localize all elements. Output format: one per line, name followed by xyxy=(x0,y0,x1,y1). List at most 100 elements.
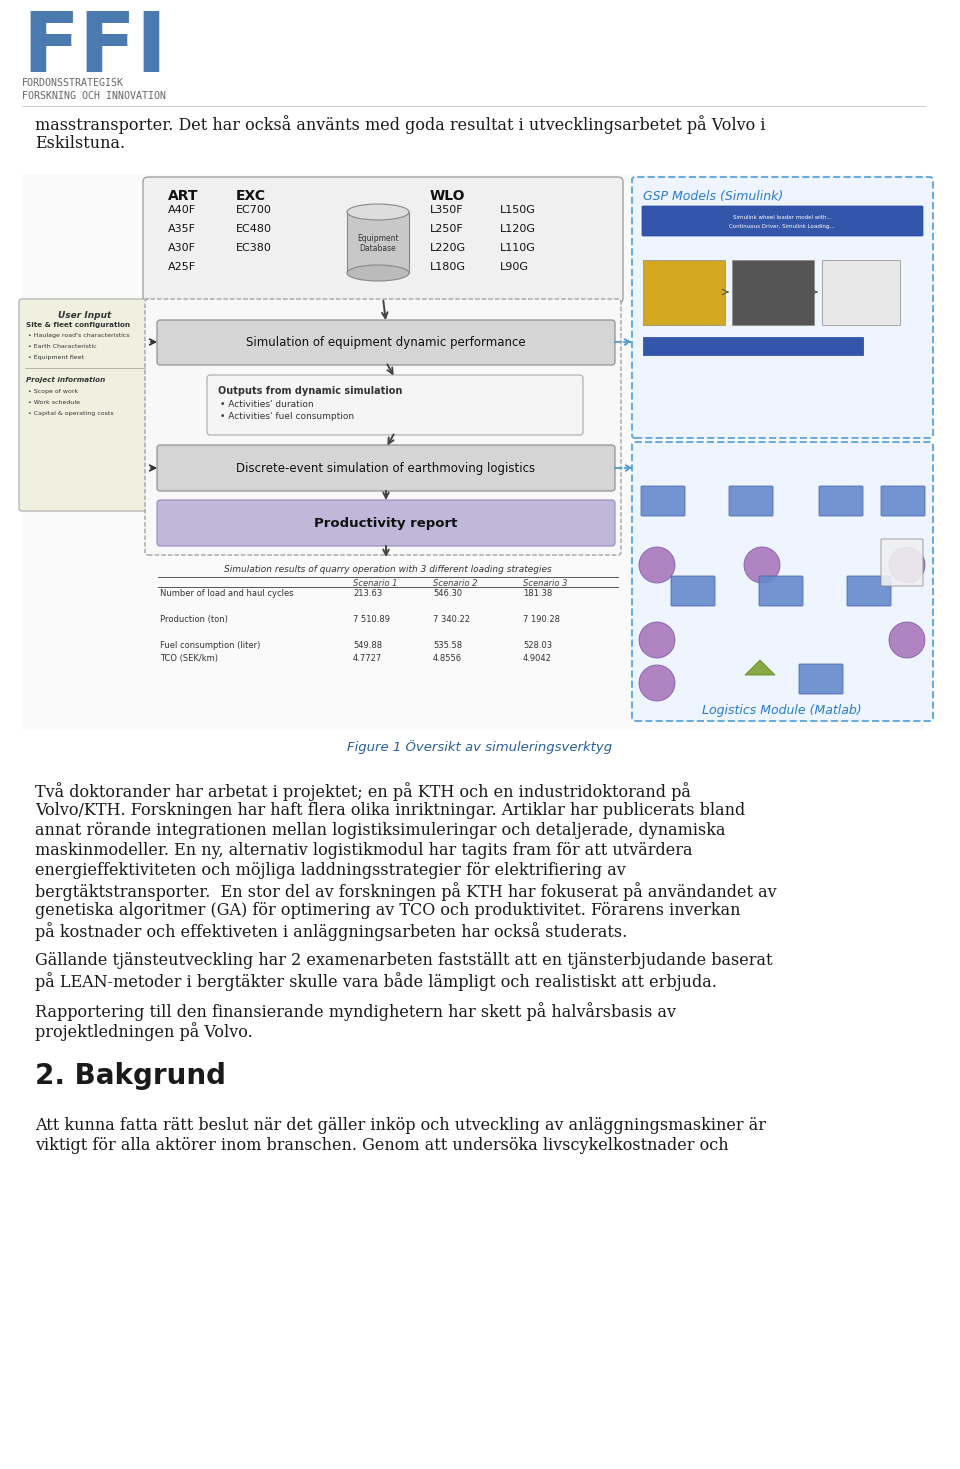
FancyBboxPatch shape xyxy=(632,442,933,721)
Text: Gällande tjänsteutveckling har 2 examenarbeten fastställt att en tjänsterbjudand: Gällande tjänsteutveckling har 2 examena… xyxy=(35,952,773,970)
Circle shape xyxy=(639,621,675,658)
Text: Simulation results of quarry operation with 3 different loading strategies: Simulation results of quarry operation w… xyxy=(224,566,552,574)
Text: 7 340.22: 7 340.22 xyxy=(433,616,470,624)
Text: Equipment: Equipment xyxy=(357,234,398,242)
FancyBboxPatch shape xyxy=(671,576,715,607)
Text: 4.7727: 4.7727 xyxy=(353,654,382,663)
FancyBboxPatch shape xyxy=(632,176,933,438)
Circle shape xyxy=(744,546,780,583)
FancyBboxPatch shape xyxy=(157,445,615,491)
FancyBboxPatch shape xyxy=(157,320,615,364)
Text: • Haulage road's characteristics: • Haulage road's characteristics xyxy=(28,333,130,338)
FancyBboxPatch shape xyxy=(819,486,863,516)
Text: Två doktorander har arbetat i projektet; en på KTH och en industridoktorand på: Två doktorander har arbetat i projektet;… xyxy=(35,782,691,801)
Text: projektledningen på Volvo.: projektledningen på Volvo. xyxy=(35,1022,252,1042)
Text: 7 190.28: 7 190.28 xyxy=(523,616,560,624)
Text: Simulation of equipment dynamic performance: Simulation of equipment dynamic performa… xyxy=(246,335,526,348)
Text: 528.03: 528.03 xyxy=(523,640,552,649)
Text: • Activities' fuel consumption: • Activities' fuel consumption xyxy=(220,411,354,422)
Text: masstransporter. Det har också använts med goda resultat i utvecklingsarbetet på: masstransporter. Det har också använts m… xyxy=(35,115,765,134)
Text: Number of load and haul cycles: Number of load and haul cycles xyxy=(160,589,294,598)
Text: A25F: A25F xyxy=(168,261,196,272)
Text: Eskilstuna.: Eskilstuna. xyxy=(35,135,125,151)
Text: genetiska algoritmer (GA) för optimering av TCO och produktivitet. Förarens inve: genetiska algoritmer (GA) för optimering… xyxy=(35,902,740,920)
Text: EC480: EC480 xyxy=(236,223,272,234)
Text: L120G: L120G xyxy=(500,223,536,234)
Text: A35F: A35F xyxy=(168,223,196,234)
Text: Discrete-event simulation of earthmoving logistics: Discrete-event simulation of earthmoving… xyxy=(236,461,536,474)
Text: • Activities' duration: • Activities' duration xyxy=(220,400,314,408)
Text: Fuel consumption (liter): Fuel consumption (liter) xyxy=(160,640,260,649)
Text: A30F: A30F xyxy=(168,242,196,253)
Text: • Capital & operating costs: • Capital & operating costs xyxy=(28,411,113,416)
Text: 181.38: 181.38 xyxy=(523,589,552,598)
Bar xyxy=(732,260,814,325)
Text: Scenario 2: Scenario 2 xyxy=(433,579,477,588)
Text: bergtäktstransporter.  En stor del av forskningen på KTH har fokuserat på använd: bergtäktstransporter. En stor del av for… xyxy=(35,881,777,900)
Text: Continuous Driver, Simulink Loading...: Continuous Driver, Simulink Loading... xyxy=(730,223,835,229)
Text: User Input: User Input xyxy=(59,311,111,320)
Text: ART: ART xyxy=(168,190,199,203)
Text: • Work schedule: • Work schedule xyxy=(28,400,80,405)
Text: Volvo/KTH. Forskningen har haft flera olika inriktningar. Artiklar har publicera: Volvo/KTH. Forskningen har haft flera ol… xyxy=(35,802,745,820)
Text: 535.58: 535.58 xyxy=(433,640,462,649)
Text: Rapportering till den finansierande myndighetern har skett på halvårsbasis av: Rapportering till den finansierande mynd… xyxy=(35,1002,676,1021)
Text: viktigt för alla aktörer inom branschen. Genom att undersöka livscykelkostnader : viktigt för alla aktörer inom branschen.… xyxy=(35,1137,729,1155)
Text: • Earth Characteristic: • Earth Characteristic xyxy=(28,344,97,350)
Polygon shape xyxy=(745,660,775,674)
Text: Figure 1 Översikt av simuleringsverktyg: Figure 1 Översikt av simuleringsverktyg xyxy=(348,740,612,754)
Text: EC700: EC700 xyxy=(236,206,272,214)
Text: 4.9042: 4.9042 xyxy=(523,654,552,663)
Text: Outputs from dynamic simulation: Outputs from dynamic simulation xyxy=(218,386,402,397)
Text: L220G: L220G xyxy=(430,242,467,253)
Text: Logistics Module (Matlab): Logistics Module (Matlab) xyxy=(702,704,862,717)
Text: L90G: L90G xyxy=(500,261,529,272)
Text: TCO (SEK/km): TCO (SEK/km) xyxy=(160,654,218,663)
FancyBboxPatch shape xyxy=(881,539,923,586)
Text: på LEAN-metoder i bergtäkter skulle vara både lämpligt och realistiskt att erbju: på LEAN-metoder i bergtäkter skulle vara… xyxy=(35,972,717,992)
FancyBboxPatch shape xyxy=(643,336,863,355)
FancyBboxPatch shape xyxy=(22,175,925,730)
FancyBboxPatch shape xyxy=(847,576,891,607)
Text: Att kunna fatta rätt beslut när det gäller inköp och utveckling av anläggningsma: Att kunna fatta rätt beslut när det gäll… xyxy=(35,1116,766,1134)
Text: på kostnader och effektiveten i anläggningsarbeten har också studerats.: på kostnader och effektiveten i anläggni… xyxy=(35,923,627,942)
FancyBboxPatch shape xyxy=(642,206,923,237)
Text: L350F: L350F xyxy=(430,206,464,214)
Text: maskinmodeller. En ny, alternativ logistikmodul har tagits fram för att utvärder: maskinmodeller. En ny, alternativ logist… xyxy=(35,842,692,859)
Text: 549.88: 549.88 xyxy=(353,640,382,649)
Text: GSP Models (Simulink): GSP Models (Simulink) xyxy=(643,190,783,203)
Bar xyxy=(643,260,725,325)
FancyBboxPatch shape xyxy=(799,664,843,693)
FancyBboxPatch shape xyxy=(207,375,583,435)
Text: L250F: L250F xyxy=(430,223,464,234)
Text: A40F: A40F xyxy=(168,206,196,214)
Ellipse shape xyxy=(347,204,409,220)
Text: L180G: L180G xyxy=(430,261,466,272)
FancyBboxPatch shape xyxy=(881,486,925,516)
FancyBboxPatch shape xyxy=(157,499,615,546)
Text: • Equipment fleet: • Equipment fleet xyxy=(28,355,84,360)
Bar xyxy=(347,212,409,273)
Text: Production (ton): Production (ton) xyxy=(160,616,228,624)
Text: Scenario 3: Scenario 3 xyxy=(523,579,567,588)
Text: EXC: EXC xyxy=(236,190,266,203)
Text: Productivity report: Productivity report xyxy=(314,517,458,529)
Text: 213.63: 213.63 xyxy=(353,589,382,598)
Text: 4.8556: 4.8556 xyxy=(433,654,462,663)
Text: FORSKNING OCH INNOVATION: FORSKNING OCH INNOVATION xyxy=(22,91,166,101)
Text: Site & fleet configuration: Site & fleet configuration xyxy=(26,322,131,328)
FancyBboxPatch shape xyxy=(641,486,685,516)
Bar xyxy=(822,260,900,325)
Text: 2. Bakgrund: 2. Bakgrund xyxy=(35,1062,226,1090)
Circle shape xyxy=(639,546,675,583)
Text: Scenario 1: Scenario 1 xyxy=(353,579,397,588)
FancyBboxPatch shape xyxy=(145,300,621,555)
Text: FFI: FFI xyxy=(22,7,167,90)
Circle shape xyxy=(889,621,925,658)
Text: 7 510.89: 7 510.89 xyxy=(353,616,390,624)
Text: WLO: WLO xyxy=(430,190,466,203)
FancyBboxPatch shape xyxy=(729,486,773,516)
Text: L150G: L150G xyxy=(500,206,536,214)
Text: Database: Database xyxy=(360,244,396,253)
Text: Simulink wheel loader model with...: Simulink wheel loader model with... xyxy=(732,214,831,220)
